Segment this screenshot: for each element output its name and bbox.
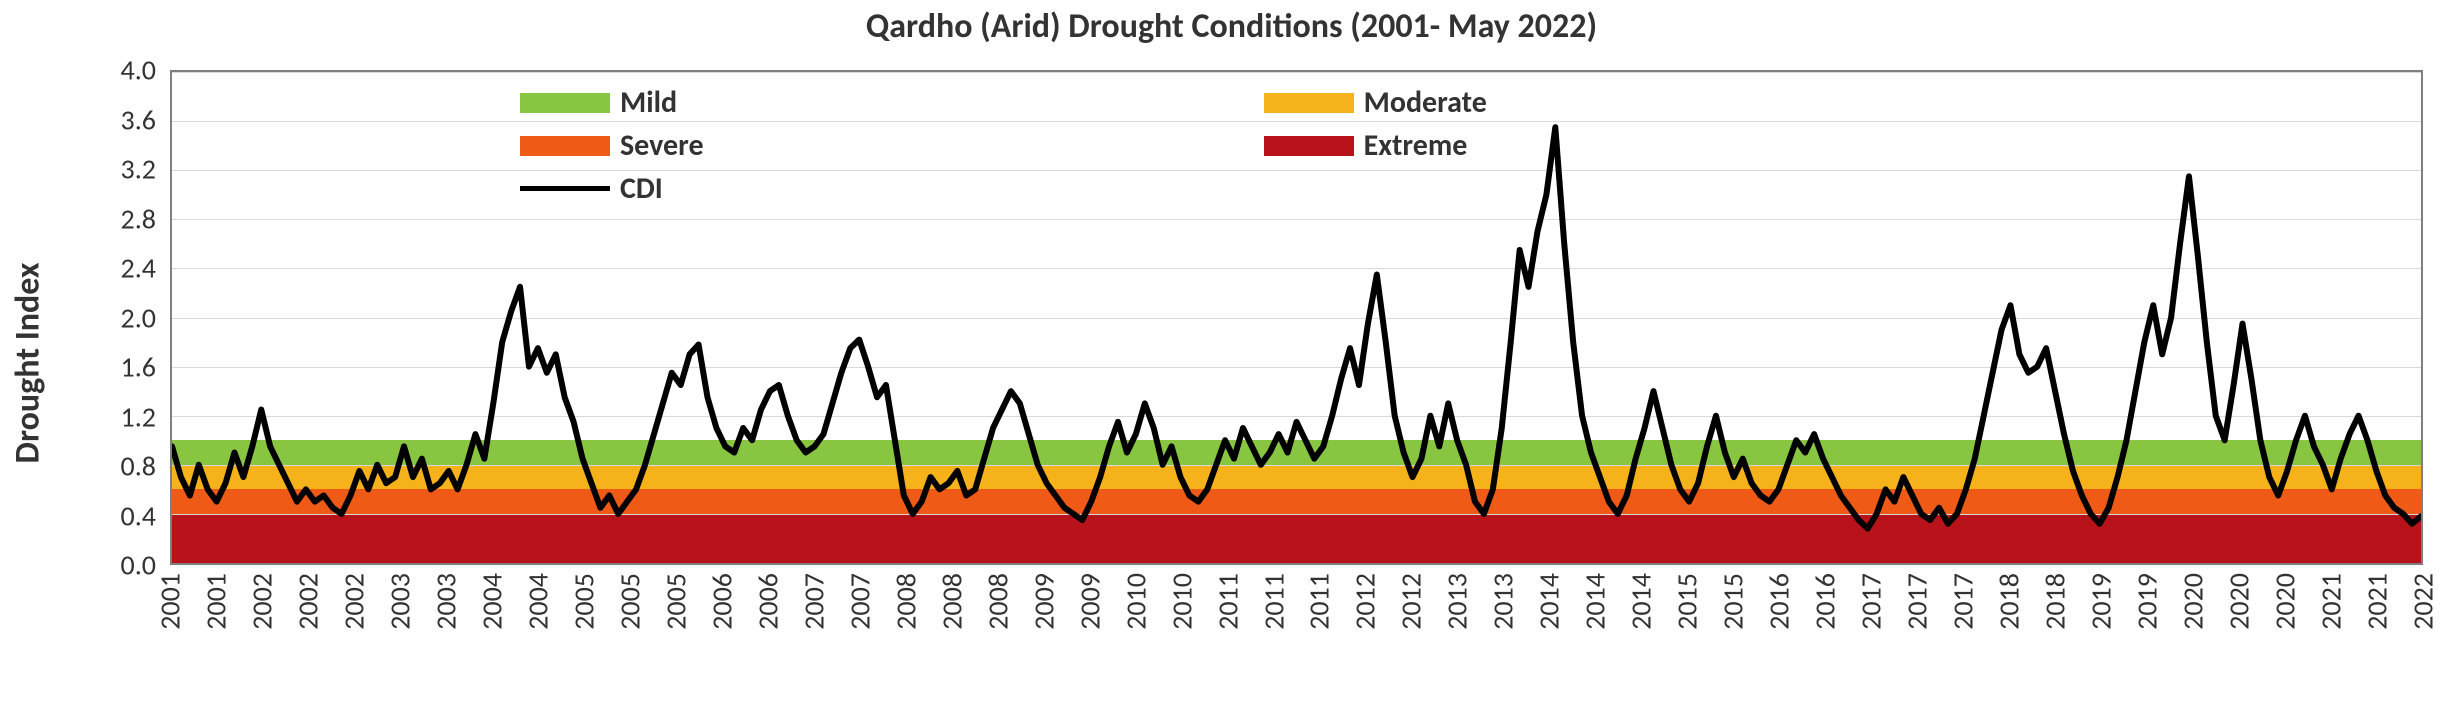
xtick-label: 2019 (2130, 573, 2165, 630)
xtick-label: 2016 (1808, 573, 1843, 630)
legend-item-mild: Mild (520, 84, 704, 121)
legend-label: Moderate (1364, 84, 1487, 121)
xtick-label: 2019 (2084, 573, 2119, 630)
xtick-label: 2015 (1670, 573, 1705, 630)
legend-item-cdi: CDI (520, 170, 704, 207)
ytick-label: 1.6 (121, 350, 170, 385)
legend-swatch (520, 136, 610, 156)
ytick-label: 3.2 (121, 152, 170, 187)
xtick-label: 2018 (2038, 573, 2073, 630)
xtick-label: 2009 (1026, 573, 1061, 630)
xtick-label: 2001 (198, 573, 233, 630)
xtick-label: 2007 (796, 573, 831, 630)
xtick-label: 2012 (1348, 573, 1383, 630)
x-axis-ticks: 2001200120022002200220032003200420042005… (170, 565, 2423, 725)
ytick-label: 4.0 (121, 53, 170, 88)
xtick-label: 2018 (1992, 573, 2027, 630)
drought-chart: Qardho (Arid) Drought Conditions (2001- … (0, 0, 2463, 725)
ytick-label: 0.8 (121, 449, 170, 484)
xtick-label: 2015 (1716, 573, 1751, 630)
xtick-label: 2002 (244, 573, 279, 630)
xtick-label: 2010 (1118, 573, 1153, 630)
ytick-label: 2.8 (121, 201, 170, 236)
xtick-label: 2014 (1624, 573, 1659, 630)
xtick-label: 2004 (520, 573, 555, 630)
legend-label: Extreme (1364, 127, 1468, 164)
xtick-label: 2022 (2406, 573, 2441, 630)
xtick-label: 2011 (1256, 573, 1291, 630)
xtick-label: 2005 (658, 573, 693, 630)
xtick-label: 2020 (2176, 573, 2211, 630)
xtick-label: 2014 (1532, 573, 1567, 630)
xtick-label: 2008 (888, 573, 923, 630)
xtick-label: 2005 (612, 573, 647, 630)
xtick-label: 2002 (336, 573, 371, 630)
ytick-label: 3.6 (121, 102, 170, 137)
legend: Mild Moderate Severe Extreme CDI (520, 84, 1487, 211)
xtick-label: 2017 (1946, 573, 1981, 630)
ytick-label: 0.4 (121, 498, 170, 533)
xtick-label: 2013 (1486, 573, 1521, 630)
xtick-label: 2016 (1762, 573, 1797, 630)
legend-swatch (1264, 136, 1354, 156)
legend-label: Mild (620, 84, 677, 121)
chart-title: Qardho (Arid) Drought Conditions (2001- … (0, 6, 2463, 47)
xtick-label: 2011 (1210, 573, 1245, 630)
xtick-label: 2017 (1854, 573, 1889, 630)
xtick-label: 2002 (290, 573, 325, 630)
ytick-label: 1.2 (121, 399, 170, 434)
xtick-label: 2006 (704, 573, 739, 630)
legend-label: Severe (620, 127, 704, 164)
xtick-label: 2021 (2360, 573, 2395, 630)
xtick-label: 2008 (934, 573, 969, 630)
legend-label: CDI (620, 170, 663, 207)
xtick-label: 2003 (428, 573, 463, 630)
xtick-label: 2010 (1164, 573, 1199, 630)
xtick-label: 2001 (153, 573, 188, 630)
xtick-label: 2004 (474, 573, 509, 630)
xtick-label: 2017 (1900, 573, 1935, 630)
ytick-label: 2.0 (121, 300, 170, 335)
xtick-label: 2003 (382, 573, 417, 630)
legend-item-moderate: Moderate (1264, 84, 1487, 121)
xtick-label: 2011 (1302, 573, 1337, 630)
xtick-label: 2006 (750, 573, 785, 630)
xtick-label: 2009 (1072, 573, 1107, 630)
xtick-label: 2007 (842, 573, 877, 630)
xtick-label: 2005 (566, 573, 601, 630)
xtick-label: 2008 (980, 573, 1015, 630)
legend-item-extreme: Extreme (1264, 127, 1487, 164)
legend-item-severe: Severe (520, 127, 704, 164)
xtick-label: 2020 (2268, 573, 2303, 630)
legend-swatch (520, 93, 610, 113)
xtick-label: 2013 (1440, 573, 1475, 630)
legend-swatch (1264, 93, 1354, 113)
xtick-label: 2012 (1394, 573, 1429, 630)
legend-swatch (520, 186, 610, 191)
xtick-label: 2020 (2222, 573, 2257, 630)
xtick-label: 2021 (2314, 573, 2349, 630)
y-axis-label: Drought Index (8, 262, 49, 463)
ytick-label: 2.4 (121, 251, 170, 286)
xtick-label: 2014 (1578, 573, 1613, 630)
